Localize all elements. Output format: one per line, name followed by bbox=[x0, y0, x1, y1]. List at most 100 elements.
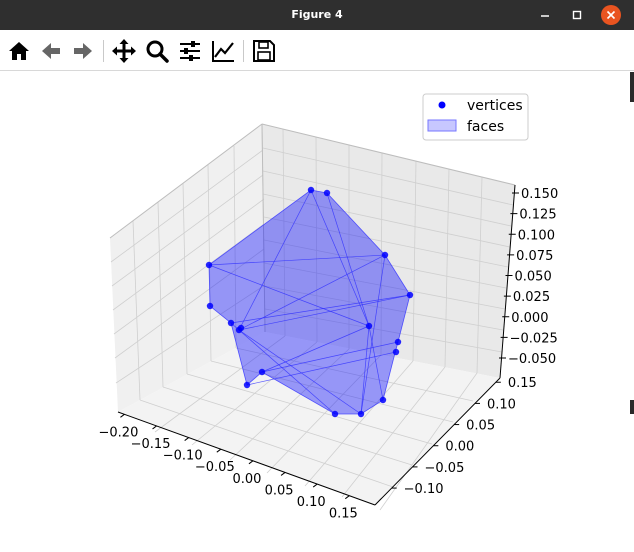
y-tick-label: 0.15 bbox=[508, 376, 537, 391]
y-axis-line bbox=[374, 377, 501, 506]
close-button[interactable] bbox=[601, 5, 621, 25]
vertex-point bbox=[243, 381, 251, 389]
pane-floor bbox=[118, 332, 500, 505]
vertex-point bbox=[379, 396, 387, 404]
x-tick-label: 0.10 bbox=[297, 495, 326, 510]
magnifier-icon bbox=[146, 40, 169, 63]
zoom-button[interactable] bbox=[144, 38, 170, 64]
vertex-point bbox=[406, 291, 414, 299]
face-edge bbox=[326, 192, 370, 327]
face-edge bbox=[261, 325, 370, 373]
z-tick-label: 0.150 bbox=[521, 187, 558, 202]
vertex-point bbox=[365, 322, 373, 330]
z-tick-label: 0.050 bbox=[515, 270, 552, 285]
face-edge bbox=[310, 189, 370, 327]
window-title: Figure 4 bbox=[291, 8, 343, 21]
vertex-point bbox=[392, 348, 400, 356]
arrow-right-icon bbox=[74, 43, 92, 59]
pane-edges bbox=[109, 123, 516, 333]
window-edge bbox=[630, 400, 634, 414]
maximize-button[interactable] bbox=[567, 5, 587, 25]
z-tick-label: 0.000 bbox=[511, 311, 548, 326]
navigation-toolbar bbox=[0, 30, 634, 71]
legend-faces-label: faces bbox=[467, 119, 504, 135]
line-chart-icon bbox=[212, 41, 234, 62]
axis-ticks: −0.20−0.15−0.10−0.050.000.050.100.150.15… bbox=[99, 187, 559, 522]
face-edge bbox=[238, 294, 411, 331]
floppy-disk-icon bbox=[253, 40, 275, 62]
vertex-point bbox=[381, 251, 389, 259]
face-edge bbox=[238, 329, 362, 415]
sliders-icon bbox=[180, 41, 200, 61]
edit-axis-button[interactable] bbox=[210, 38, 236, 64]
forward-button[interactable] bbox=[70, 38, 96, 64]
legend-vertices-label: vertices bbox=[467, 98, 523, 114]
x-tick-label: 0.15 bbox=[329, 507, 358, 522]
vertex-point bbox=[205, 261, 213, 269]
axis-lines bbox=[117, 184, 516, 506]
x-tick-mark bbox=[248, 460, 254, 465]
vertex-point bbox=[357, 410, 365, 418]
x-tick-mark bbox=[184, 437, 189, 441]
x-tick-label: −0.15 bbox=[131, 437, 171, 452]
x-tick-mark bbox=[120, 413, 125, 418]
x-axis-line bbox=[117, 411, 376, 506]
vertex-point bbox=[237, 324, 245, 332]
save-button[interactable] bbox=[251, 38, 277, 64]
z-tick-label: 0.025 bbox=[513, 290, 550, 305]
z-tick-label: −0.050 bbox=[508, 352, 556, 367]
minimize-button[interactable] bbox=[535, 5, 555, 25]
pan-button[interactable] bbox=[111, 38, 137, 64]
vertex-point bbox=[206, 302, 214, 310]
home-icon bbox=[9, 42, 29, 60]
figure-canvas[interactable]: −0.20 −0.15 −0.10 −0.05 0.00 0.05 0.10 0.15 0.15… bbox=[0, 71, 630, 548]
pane-right bbox=[262, 124, 515, 378]
configure-subplots-button[interactable] bbox=[177, 38, 203, 64]
face-edge bbox=[208, 254, 386, 266]
y-tick-label: −0.10 bbox=[404, 482, 444, 497]
y-tick-label: −0.05 bbox=[425, 461, 465, 476]
face-edge bbox=[246, 351, 397, 386]
toolbar-separator bbox=[103, 40, 104, 62]
face-edge bbox=[368, 325, 384, 401]
move-icon bbox=[112, 39, 136, 63]
toolbar-separator bbox=[243, 40, 244, 62]
vertex-point bbox=[307, 186, 315, 194]
face-edge bbox=[238, 254, 386, 331]
x-tick-label: −0.20 bbox=[99, 425, 139, 440]
pane-left bbox=[110, 124, 265, 412]
title-bar: Figure 4 bbox=[0, 0, 634, 30]
close-icon bbox=[606, 10, 616, 20]
x-tick-label: 0.00 bbox=[232, 472, 261, 487]
face-edge bbox=[261, 341, 399, 373]
legend-faces-patch bbox=[427, 119, 457, 132]
vertex-point bbox=[323, 189, 331, 197]
x-tick-mark bbox=[152, 425, 157, 430]
plot-3d[interactable]: −0.20−0.15−0.10−0.050.000.050.100.150.15… bbox=[0, 71, 630, 548]
y-tick-label: 0.05 bbox=[466, 419, 495, 434]
face-edge bbox=[360, 325, 370, 415]
x-tick-label: −0.10 bbox=[163, 449, 203, 464]
face-edge bbox=[230, 322, 336, 415]
arrow-left-icon bbox=[42, 43, 60, 59]
x-tick-label: 0.05 bbox=[265, 483, 294, 498]
vertex-point bbox=[258, 368, 266, 376]
z-axis-line bbox=[499, 184, 516, 379]
x-tick-mark bbox=[216, 448, 222, 453]
x-tick-label: −0.05 bbox=[195, 460, 235, 475]
vertex-point bbox=[394, 338, 402, 346]
home-button[interactable] bbox=[6, 38, 32, 64]
face-edge bbox=[238, 189, 312, 331]
z-tick-label: −0.025 bbox=[510, 331, 558, 346]
x-tick-mark bbox=[312, 483, 318, 488]
maximize-icon bbox=[572, 10, 582, 20]
y-tick-label: 0.00 bbox=[445, 440, 474, 455]
x-tick-mark bbox=[280, 472, 286, 476]
x-tick-mark bbox=[344, 495, 350, 500]
legend: vertices faces bbox=[422, 93, 529, 141]
z-tick-label: 0.100 bbox=[518, 228, 555, 243]
back-button[interactable] bbox=[38, 38, 64, 64]
window-edge bbox=[630, 72, 634, 102]
face-edge bbox=[230, 294, 411, 324]
z-tick-label: 0.075 bbox=[516, 249, 553, 264]
